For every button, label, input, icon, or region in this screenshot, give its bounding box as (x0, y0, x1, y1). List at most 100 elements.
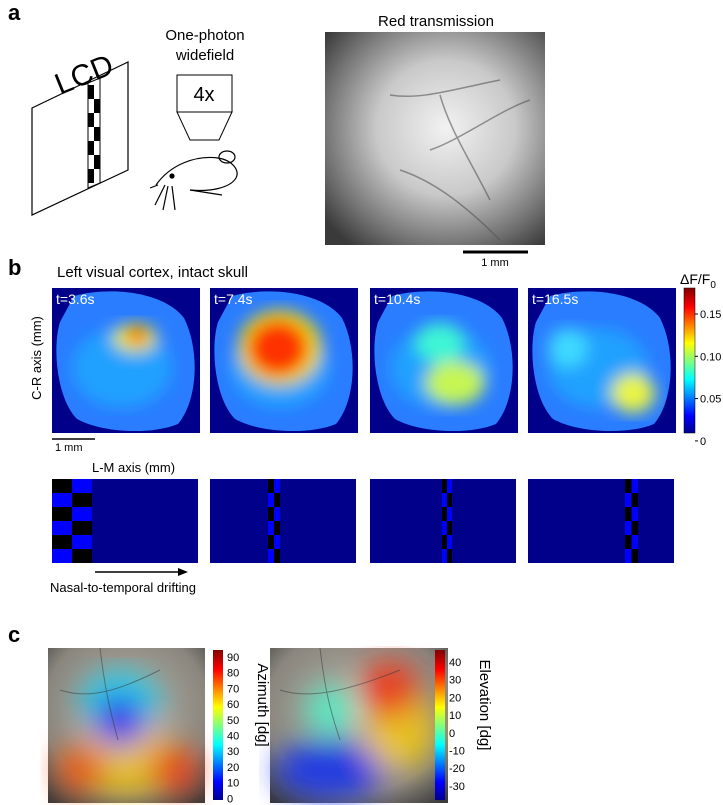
checker-block (447, 479, 452, 493)
panel-label: c (8, 622, 20, 647)
checker-block (442, 479, 447, 493)
checker-block (274, 535, 280, 549)
colorbar-tick-label: 30 (449, 675, 461, 687)
checkerboard (87, 77, 101, 189)
checker-block (625, 535, 632, 549)
time-label: t=3.6s (56, 291, 95, 307)
checker-block (442, 535, 447, 549)
checker-block (442, 549, 447, 563)
lcd-label: LCD (50, 48, 118, 101)
colorbar-title-text: ΔF/F (680, 271, 710, 287)
stimulus-background (528, 479, 674, 563)
image-title: Red transmission (378, 13, 494, 30)
colorbar-ticks: 90 80 70 60 50 40 30 20 10 0 Azimuth [dg] 40 30 20 10 0… (227, 652, 493, 805)
checker-block (52, 535, 72, 549)
colorbar-tick-label: 0 (227, 793, 233, 805)
stimulus-frame (528, 479, 674, 563)
colorbar-title: ΔF/F0 (680, 271, 716, 291)
checker-block (631, 479, 638, 493)
heatmap: t=7.4s (210, 288, 358, 433)
colorbar-tick-label: 40 (227, 731, 239, 743)
checker-block (72, 507, 92, 521)
lcd-screen (31, 61, 129, 216)
checker-block (625, 507, 632, 521)
colorbar-title-subscript: 0 (710, 280, 716, 291)
checker-block (268, 521, 274, 535)
colorbar-tick-label: 0.10 (700, 351, 721, 363)
spot (548, 328, 588, 368)
colorbar-tick-label: 10 (449, 710, 461, 722)
arrow-head (178, 568, 188, 576)
colorbar-tick-label: 0 (449, 728, 455, 740)
checker-block (72, 549, 92, 563)
checker-block (52, 493, 72, 507)
checker-block (625, 493, 632, 507)
y-axis-label: C-R axis (mm) (29, 316, 44, 400)
colorbar-tick-label: 70 (227, 683, 239, 695)
heatmap: t=3.6s (52, 288, 200, 433)
colorbar-tick-label: -30 (449, 781, 465, 793)
checker-block (72, 535, 92, 549)
checker-block (442, 521, 447, 535)
heatmap-row: t=3.6s t=7.4s t=10.4s t=16.5s (52, 288, 676, 433)
magnification: 4x (193, 84, 214, 106)
stimulus-frame (52, 479, 198, 563)
checker-block (268, 549, 274, 563)
checker-block (52, 479, 72, 493)
colorbar (435, 650, 445, 800)
heatmap: t=16.5s (528, 288, 676, 433)
colorbar-tick-label: -20 (449, 763, 465, 775)
checker-block (625, 521, 632, 535)
azimuth-map (48, 647, 205, 803)
panel-title: Left visual cortex, intact skull (57, 264, 248, 281)
colorbar-ticks: 0.15 0.10 0.05 0 (695, 309, 721, 448)
stimulus-caption: Nasal-to-temporal drifting (50, 580, 196, 595)
spot (425, 361, 485, 405)
vessels (389, 79, 531, 241)
checker-block (274, 549, 280, 563)
objective-lens (176, 111, 233, 141)
time-label: t=16.5s (532, 291, 578, 307)
checker-block (268, 479, 274, 493)
response-spots (390, 323, 490, 408)
heatmap: t=10.4s (370, 288, 518, 433)
colorbar-tick-label: 60 (227, 699, 239, 711)
colorbar-tick-label: 90 (227, 652, 239, 664)
checker-block (447, 535, 452, 549)
colorbar (683, 287, 696, 434)
colorbar-tick-label: 30 (227, 746, 239, 758)
checker-block (274, 493, 280, 507)
spot (248, 320, 308, 376)
response-spots (548, 328, 655, 413)
elevation-map (270, 647, 448, 803)
checker-block (72, 521, 92, 535)
scale-bar-label: 1 mm (481, 257, 509, 269)
time-label: t=10.4s (374, 291, 420, 307)
checker-block (631, 549, 638, 563)
checker-block (631, 535, 638, 549)
scale-bar-label: 1 mm (55, 442, 83, 454)
checker-block (625, 479, 632, 493)
stimulus-frame (370, 479, 516, 563)
checker-block (447, 549, 452, 563)
red-transmission-image (325, 32, 545, 245)
colorbar-tick-label: 0.05 (700, 394, 721, 406)
checker-block (631, 507, 638, 521)
checker-block (52, 507, 72, 521)
checker-block (274, 479, 280, 493)
checker-block (268, 493, 274, 507)
objective-label: One-photon (165, 27, 244, 44)
panel-label: b (8, 255, 21, 280)
spot (125, 328, 149, 344)
colorbar-title: Azimuth [dg] (254, 663, 271, 746)
checker-block (447, 507, 452, 521)
colorbar-tick-label: 20 (227, 762, 239, 774)
checker-block (631, 493, 638, 507)
stimulus-row (52, 479, 674, 563)
checker-block (268, 507, 274, 521)
checker-block (631, 521, 638, 535)
checker-block (442, 507, 447, 521)
colorbar-tick-label: 0.15 (700, 309, 721, 321)
checker-block (72, 493, 92, 507)
